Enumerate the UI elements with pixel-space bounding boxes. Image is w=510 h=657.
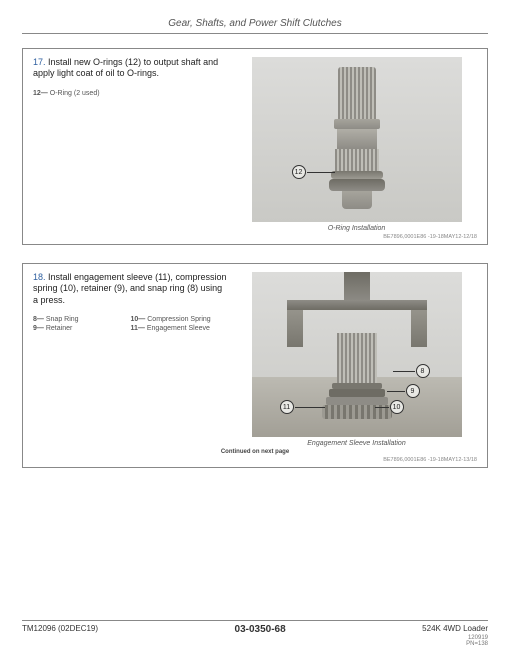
step-17-refcode: BE7896,0001E86 -19-18MAY12-12/18	[33, 234, 477, 240]
callout-9: 9	[406, 384, 420, 398]
step-17-text: 17. Install new O-rings (12) to output s…	[33, 57, 228, 232]
step-18-text: 18. Install engagement sleeve (11), comp…	[33, 272, 228, 447]
step-18-box: 18. Install engagement sleeve (11), comp…	[22, 263, 488, 468]
footer-center: 03-0350-68	[235, 624, 286, 635]
press-fixture	[287, 272, 427, 342]
legend-row-2: 9— Retainer 11— Engagement Sleeve	[33, 325, 228, 332]
callout-11: 11	[280, 400, 294, 414]
legend-item: 9— Retainer	[33, 325, 131, 332]
step-17-box: 17. Install new O-rings (12) to output s…	[22, 48, 488, 245]
step-17-number: 17.	[33, 57, 46, 67]
header-rule	[22, 33, 488, 34]
callout-8: 8	[416, 364, 430, 378]
step-18-refcode: BE7896,0001E86 -19-18MAY12-13/18	[33, 457, 477, 463]
footer-left: TM12096 (02DEC19)	[22, 624, 98, 635]
figure-18-caption: Engagement Sleeve Installation	[307, 440, 405, 447]
output-shaft-illustration	[330, 67, 384, 212]
step-18-number: 18.	[33, 272, 46, 282]
step-17-figure: 12 TX1047025A —UN—29AUG08	[252, 57, 462, 222]
callout-12: 12	[292, 165, 306, 179]
legend-item: 10— Compression Spring	[131, 316, 229, 323]
step-17-figure-col: 12 TX1047025A —UN—29AUG08 O-Ring Install…	[236, 57, 477, 232]
legend-row: 12— O-Ring (2 used)	[33, 90, 228, 97]
footer-sub: 120919 PN=138	[22, 635, 488, 647]
step-18-figure-col: 8 9 10 11 TX0047030A —UN—06APR10	[236, 272, 477, 447]
callout-10: 10	[390, 400, 404, 414]
page-footer: TM12096 (02DEC19) 03-0350-68 524K 4WD Lo…	[22, 620, 488, 647]
step-17-body: Install new O-rings (12) to output shaft…	[33, 57, 218, 78]
footer-right: 524K 4WD Loader	[422, 624, 488, 635]
step-18-instruction: 18. Install engagement sleeve (11), comp…	[33, 272, 228, 306]
continued-text: Continued on next page	[33, 449, 477, 455]
legend-item: 11— Engagement Sleeve	[131, 325, 229, 332]
step-18-figure: 8 9 10 11 TX0047030A —UN—06APR10	[252, 272, 462, 437]
legend-item: 12— O-Ring (2 used)	[33, 90, 228, 97]
legend-row-1: 8— Snap Ring 10— Compression Spring	[33, 316, 228, 323]
page-container: Gear, Shafts, and Power Shift Clutches 1…	[0, 0, 510, 468]
step-17-instruction: 17. Install new O-rings (12) to output s…	[33, 57, 228, 80]
footer-rule	[22, 620, 488, 621]
legend-item: 8— Snap Ring	[33, 316, 131, 323]
section-title: Gear, Shafts, and Power Shift Clutches	[22, 18, 488, 29]
step-18-body: Install engagement sleeve (11), compress…	[33, 272, 226, 305]
figure-17-caption: O-Ring Installation	[328, 225, 386, 232]
